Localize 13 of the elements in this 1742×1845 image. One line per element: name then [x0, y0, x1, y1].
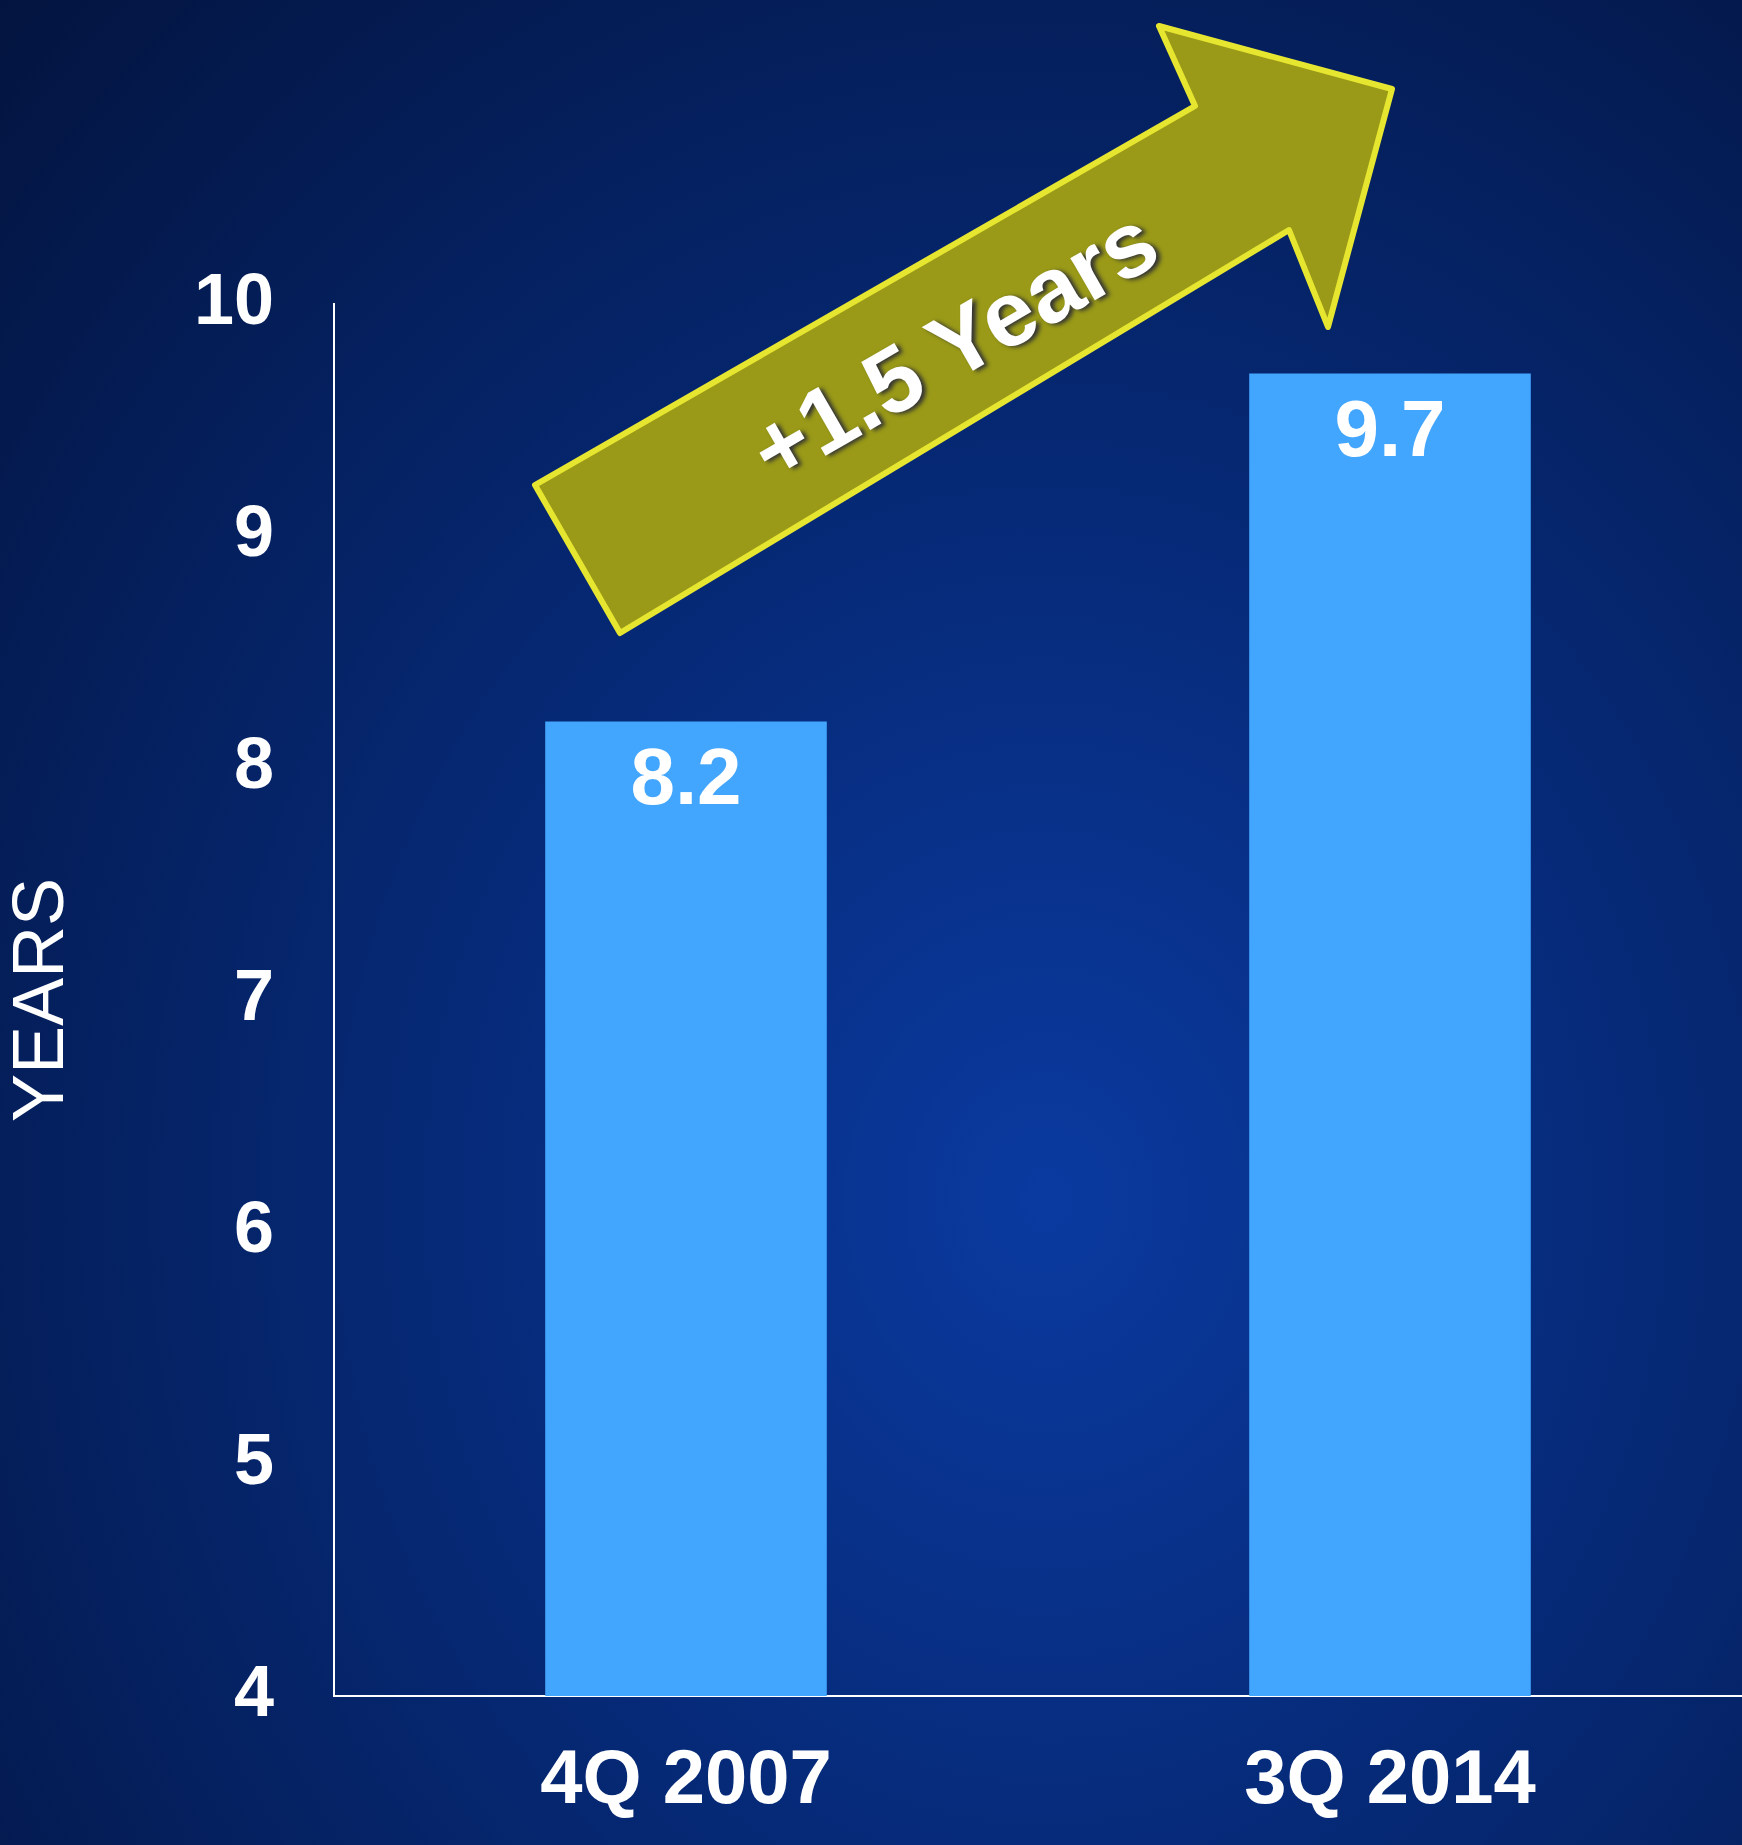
x-tick-label: 4Q 2007 — [540, 1733, 832, 1819]
y-tick-label: 8 — [233, 722, 274, 803]
y-tick-label: 9 — [233, 490, 274, 571]
data-label: 8.2 — [630, 731, 742, 821]
y-tick-label: 7 — [233, 954, 274, 1035]
y-tick-label: 4 — [233, 1650, 274, 1731]
data-label: 9.7 — [1334, 383, 1446, 473]
y-tick-label: 10 — [193, 258, 274, 339]
x-tick-label: 3Q 2014 — [1244, 1733, 1536, 1819]
y-tick-label: 5 — [233, 1418, 274, 1499]
annotation: +1.5 Years — [731, 186, 1175, 504]
y-tick-label: 6 — [233, 1186, 274, 1267]
y-axis-title: YEARS — [0, 877, 79, 1123]
